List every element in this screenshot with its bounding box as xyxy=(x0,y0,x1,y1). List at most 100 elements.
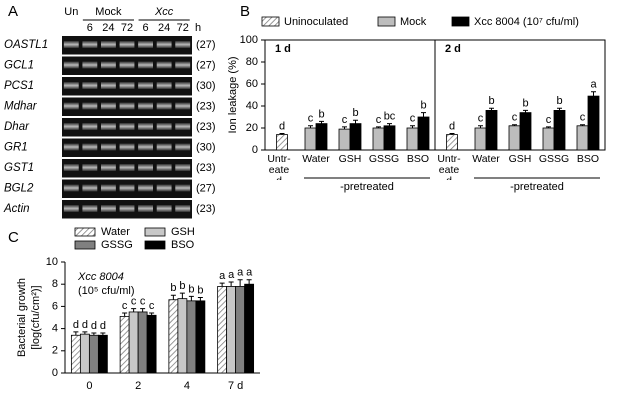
lane-label: 72 xyxy=(121,22,133,34)
gel-band xyxy=(101,184,116,192)
significance-letter: c xyxy=(140,296,146,308)
bar xyxy=(79,333,90,374)
cycle-label: (23) xyxy=(196,100,216,112)
significance-letter: a xyxy=(219,270,226,282)
x-tick-text: GSH xyxy=(508,154,532,165)
bar xyxy=(553,110,566,151)
significance-letter: b xyxy=(488,95,494,107)
error-bar xyxy=(140,308,146,312)
bar xyxy=(186,300,197,374)
bar xyxy=(349,123,362,151)
gel-band xyxy=(175,164,191,171)
significance-letter: bc xyxy=(384,111,396,123)
bar xyxy=(406,127,419,151)
gel-band xyxy=(175,102,191,110)
legend-label: Uninoculated xyxy=(284,16,348,28)
x-tick-label: 4 xyxy=(184,380,190,392)
gel-band xyxy=(156,82,172,89)
legend-label: Xcc 8004 (10⁷ cfu/ml) xyxy=(474,16,579,28)
bar xyxy=(226,286,237,374)
error-bar xyxy=(149,312,155,316)
gel-band xyxy=(101,205,116,212)
legend-label: BSO xyxy=(171,239,195,251)
y-axis-label: Bacterial growth xyxy=(16,278,28,357)
x-tick-text: GSSG xyxy=(538,154,570,165)
cycle-label: (23) xyxy=(196,121,216,133)
gel-band xyxy=(138,143,153,151)
gel-band xyxy=(156,164,172,171)
error-bar xyxy=(557,107,562,111)
legend-label: Water xyxy=(101,226,130,238)
x-tick-label: GSH xyxy=(508,154,532,165)
gel-band xyxy=(63,102,79,110)
gel-band xyxy=(82,205,98,212)
bar xyxy=(417,116,430,151)
bar xyxy=(217,286,228,374)
gel-band xyxy=(82,82,98,89)
x-tick-text: Water xyxy=(302,154,330,165)
gel-band xyxy=(119,123,135,130)
gel-band xyxy=(101,102,116,110)
cycle-label: (27) xyxy=(196,182,216,194)
x-tick-label: Untr-eated xyxy=(267,154,291,180)
unit-label: h xyxy=(195,22,201,34)
cycle-label: (23) xyxy=(196,203,216,215)
significance-letter: c xyxy=(308,113,314,125)
y-tick-label: 60 xyxy=(246,78,258,90)
cycle-label: (30) xyxy=(196,80,216,92)
annotation: Xcc 8004 xyxy=(77,271,124,283)
bar xyxy=(97,334,108,374)
gene-label: GR1 xyxy=(4,142,28,154)
error-bar xyxy=(237,279,243,287)
significance-letter: b xyxy=(352,107,358,119)
x-tick-text: BSO xyxy=(406,154,430,165)
significance-letter: b xyxy=(170,282,176,294)
significance-letter: a xyxy=(237,267,244,279)
error-bar xyxy=(410,125,415,128)
gene-label: GST1 xyxy=(4,162,34,174)
y-axis-label: Ion leakage (%) xyxy=(227,56,239,133)
significance-letter: b xyxy=(318,108,324,120)
legend-swatch xyxy=(451,16,470,27)
gel-band xyxy=(63,82,79,89)
significance-letter: a xyxy=(228,269,235,281)
significance-letter: c xyxy=(580,112,586,124)
error-bar xyxy=(91,332,97,336)
significance-letter: c xyxy=(149,300,155,312)
gene-label: PCS1 xyxy=(4,80,34,92)
panel-label: A xyxy=(8,3,18,20)
significance-letter: d xyxy=(73,319,79,331)
y-tick-label: 20 xyxy=(246,122,258,134)
gel-band xyxy=(119,41,135,48)
gel-band xyxy=(138,82,153,89)
x-tick-label: 0 xyxy=(86,380,92,392)
gel-band xyxy=(119,61,135,69)
gene-label: GCL1 xyxy=(4,60,34,72)
y-tick-label: 8 xyxy=(52,278,58,290)
significance-letter: c xyxy=(122,300,128,312)
error-bar xyxy=(319,120,324,124)
error-bar xyxy=(478,125,483,128)
error-bar xyxy=(580,124,585,126)
error-bar xyxy=(489,107,494,111)
gene-label: BGL2 xyxy=(4,183,34,195)
significance-letter: d xyxy=(91,320,97,332)
gel-band xyxy=(101,143,116,151)
gel-band xyxy=(119,102,135,110)
bar xyxy=(587,95,600,151)
bar xyxy=(383,125,396,151)
error-bar xyxy=(421,112,426,117)
x-tick-text: Water xyxy=(472,154,500,165)
gene-label: Mdhar xyxy=(4,101,38,113)
x-tick-text: Untr-eated xyxy=(267,154,291,180)
group-label: -pretreated xyxy=(340,181,394,193)
error-bar xyxy=(376,126,381,128)
legend-swatch xyxy=(74,227,96,237)
gel-band xyxy=(175,184,191,192)
gel-band xyxy=(82,41,98,48)
x-tick-label: BSO xyxy=(406,154,430,165)
gel-band xyxy=(156,41,172,48)
gel-band xyxy=(156,184,172,192)
gel-band xyxy=(138,61,153,69)
significance-letter: b xyxy=(197,284,203,296)
